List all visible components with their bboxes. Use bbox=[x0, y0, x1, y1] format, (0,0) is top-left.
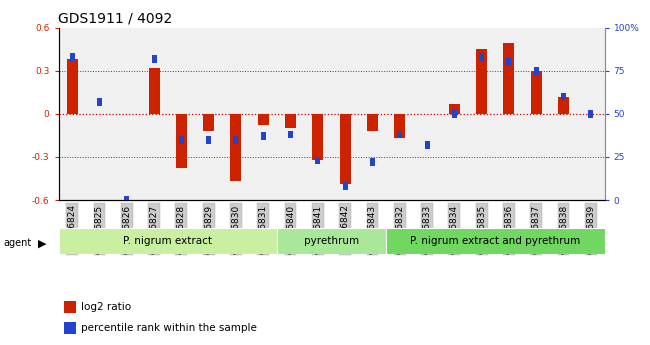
Text: GSM66826: GSM66826 bbox=[122, 204, 131, 254]
Bar bbox=[506, 58, 512, 66]
Text: GSM66830: GSM66830 bbox=[231, 204, 240, 254]
Bar bbox=[233, 136, 239, 144]
Text: P. nigrum extract: P. nigrum extract bbox=[124, 236, 212, 246]
Bar bbox=[70, 53, 75, 61]
Text: GSM66828: GSM66828 bbox=[177, 204, 186, 254]
Bar bbox=[424, 141, 430, 149]
Bar bbox=[203, 114, 214, 131]
Bar bbox=[367, 114, 378, 131]
Bar bbox=[124, 196, 129, 204]
Bar bbox=[504, 43, 514, 114]
Bar bbox=[179, 136, 184, 144]
Text: GSM66839: GSM66839 bbox=[586, 204, 595, 254]
Bar bbox=[206, 136, 211, 144]
Bar bbox=[558, 97, 569, 114]
Text: GSM66843: GSM66843 bbox=[368, 204, 377, 254]
Bar bbox=[67, 59, 77, 114]
Text: GSM66836: GSM66836 bbox=[504, 204, 514, 254]
Bar bbox=[476, 49, 487, 114]
Text: percentile rank within the sample: percentile rank within the sample bbox=[81, 323, 257, 333]
Text: GSM66829: GSM66829 bbox=[204, 204, 213, 254]
Text: GSM66840: GSM66840 bbox=[286, 204, 295, 254]
Text: GSM66834: GSM66834 bbox=[450, 204, 459, 254]
Bar bbox=[261, 132, 266, 140]
Bar bbox=[151, 55, 157, 62]
Bar bbox=[176, 114, 187, 168]
Text: agent: agent bbox=[3, 238, 31, 248]
Bar bbox=[531, 71, 541, 114]
Bar bbox=[258, 114, 268, 125]
Bar bbox=[97, 98, 102, 106]
Text: GSM66832: GSM66832 bbox=[395, 204, 404, 254]
Text: ▶: ▶ bbox=[38, 238, 46, 248]
Bar bbox=[231, 114, 241, 181]
Bar bbox=[449, 104, 460, 114]
Bar bbox=[288, 131, 293, 138]
FancyBboxPatch shape bbox=[58, 228, 277, 254]
Text: GSM66837: GSM66837 bbox=[532, 204, 541, 254]
Bar bbox=[561, 93, 566, 100]
Bar bbox=[149, 68, 159, 114]
Text: GSM66841: GSM66841 bbox=[313, 204, 322, 254]
Bar bbox=[315, 157, 320, 164]
Bar bbox=[313, 114, 323, 160]
Bar bbox=[343, 183, 348, 190]
Text: GSM66842: GSM66842 bbox=[341, 204, 350, 254]
Text: GSM66838: GSM66838 bbox=[559, 204, 568, 254]
Text: GSM66824: GSM66824 bbox=[68, 204, 77, 254]
Text: log2 ratio: log2 ratio bbox=[81, 302, 131, 312]
Bar bbox=[370, 158, 375, 166]
FancyBboxPatch shape bbox=[386, 228, 604, 254]
Bar bbox=[534, 67, 539, 75]
Bar bbox=[452, 110, 457, 118]
Bar bbox=[64, 301, 76, 313]
Text: GDS1911 / 4092: GDS1911 / 4092 bbox=[58, 11, 173, 25]
Text: GSM66827: GSM66827 bbox=[150, 204, 159, 254]
Bar bbox=[395, 114, 405, 138]
FancyBboxPatch shape bbox=[277, 228, 386, 254]
Bar bbox=[397, 131, 402, 138]
Text: GSM66831: GSM66831 bbox=[259, 204, 268, 254]
Bar bbox=[340, 114, 350, 184]
Bar bbox=[285, 114, 296, 128]
Text: pyrethrum: pyrethrum bbox=[304, 236, 359, 246]
Text: GSM66833: GSM66833 bbox=[422, 204, 432, 254]
Bar bbox=[64, 322, 76, 334]
Text: GSM66835: GSM66835 bbox=[477, 204, 486, 254]
Bar bbox=[588, 110, 593, 118]
Text: P. nigrum extract and pyrethrum: P. nigrum extract and pyrethrum bbox=[410, 236, 580, 246]
Bar bbox=[479, 53, 484, 61]
Text: GSM66825: GSM66825 bbox=[95, 204, 104, 254]
